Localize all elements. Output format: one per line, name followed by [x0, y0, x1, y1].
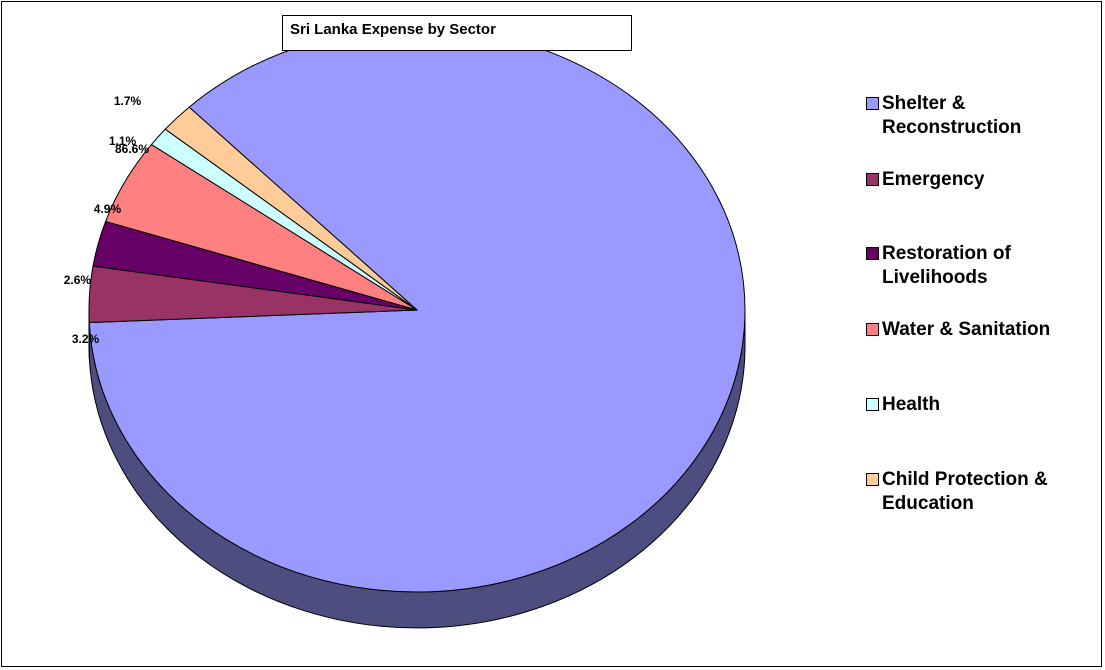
legend-item-shelter-reconstruction: Shelter & Reconstruction: [866, 92, 1102, 140]
legend-item-child-protection-education: Child Protection & Education: [866, 468, 1102, 516]
data-label-restoration-livelihoods: 2.6%: [64, 273, 92, 287]
legend-item-health: Health: [866, 393, 1102, 417]
data-label-water-sanitation: 4.9%: [94, 202, 122, 216]
legend-label-line: Education: [882, 493, 974, 514]
legend-swatch: [866, 247, 879, 260]
legend-label-line: Water & Sanitation: [882, 319, 1051, 340]
legend-text: Shelter & Reconstruction: [882, 92, 1021, 140]
legend-swatch: [866, 97, 879, 110]
legend-swatch: [866, 173, 879, 186]
legend-item-restoration-livelihoods: Restoration of Livelihoods: [866, 242, 1102, 290]
legend-label-line: Child Protection &: [882, 469, 1048, 490]
data-label-shelter-reconstruction: 86.6%: [115, 142, 149, 156]
legend-swatch: [866, 473, 879, 486]
legend-text: Emergency: [882, 168, 984, 192]
legend-swatch: [866, 323, 879, 336]
legend-swatch: [866, 398, 879, 411]
data-label-health: 1.1%: [109, 134, 137, 148]
legend-label-line: Emergency: [882, 169, 985, 190]
legend-text: Child Protection & Education: [882, 468, 1048, 516]
chart-title: Sri Lanka Expense by Sector: [282, 15, 632, 51]
legend-text: Health: [882, 393, 940, 417]
legend-label-line: Reconstruction: [882, 117, 1022, 138]
legend-label-line: Restoration of: [882, 243, 1011, 264]
legend-item-emergency: Emergency: [866, 168, 1102, 192]
pie-slice-child-protection-education: [164, 106, 418, 311]
legend-label-line: Shelter &: [882, 93, 966, 114]
legend-text: Restoration of Livelihoods: [882, 242, 1011, 290]
legend-label-line: Health: [882, 394, 941, 415]
legend-label-line: Livelihoods: [882, 267, 988, 288]
legend-text: Water & Sanitation: [882, 318, 1050, 342]
data-label-child-protection-education: 1.7%: [114, 94, 142, 108]
legend-item-water-sanitation: Water & Sanitation: [866, 318, 1102, 342]
data-label-emergency: 3.2%: [72, 332, 100, 346]
